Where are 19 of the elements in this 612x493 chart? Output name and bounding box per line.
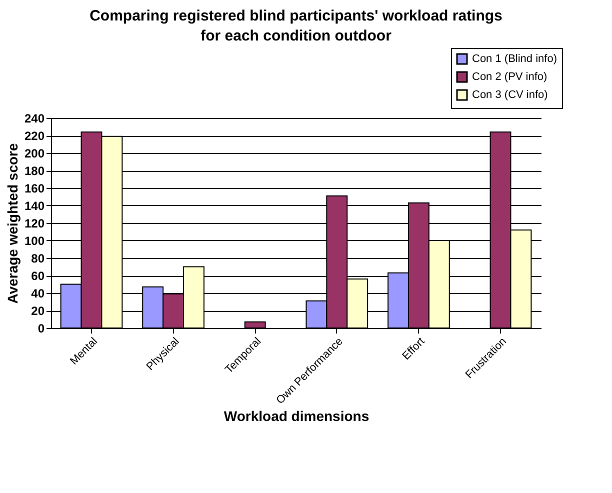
chart-title: Comparing registered blind participants' workload ratings for each condition outdoor xyxy=(90,8,502,44)
y-tick-label: 140 xyxy=(24,199,45,213)
legend-label: Con 1 (Blind info) xyxy=(472,53,557,65)
y-tick-label: 80 xyxy=(31,252,45,266)
y-tick-label: 100 xyxy=(24,234,45,248)
y-tick-label: 160 xyxy=(24,182,45,196)
y-tick-label: 0 xyxy=(38,322,45,336)
y-tick-label: 220 xyxy=(24,129,45,143)
y-axis-title: Average weighted score xyxy=(4,143,20,304)
legend-label: Con 2 (PV info) xyxy=(472,71,548,83)
y-tick-label: 20 xyxy=(31,304,45,318)
y-tick-label: 60 xyxy=(31,269,45,283)
y-tick-label: 120 xyxy=(24,216,45,230)
legend-label: Con 3 (CV info) xyxy=(472,89,548,101)
y-tick-label: 200 xyxy=(24,146,45,160)
y-tick-label: 180 xyxy=(24,164,45,178)
x-axis-title: Workload dimensions xyxy=(224,408,370,424)
y-tick-label: 40 xyxy=(31,286,45,300)
y-tick-label: 240 xyxy=(24,112,45,126)
